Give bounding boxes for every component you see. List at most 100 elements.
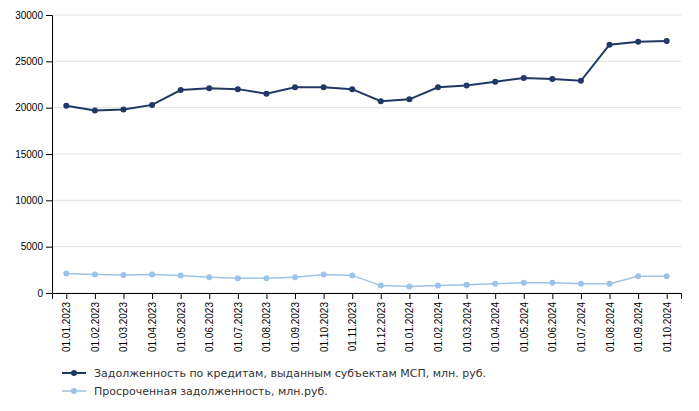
point xyxy=(263,275,269,281)
y-tick: 20000 xyxy=(15,102,52,113)
point xyxy=(178,87,184,93)
y-tick-label: 20000 xyxy=(15,102,43,113)
x-tick-label: 01.08.2024 xyxy=(605,302,616,352)
point xyxy=(206,85,212,91)
x-tick: 01.12.2023 xyxy=(376,293,387,352)
marks xyxy=(63,38,669,290)
x-tick: 01.09.2023 xyxy=(290,293,301,352)
x-tick: 01.03.2024 xyxy=(462,293,473,352)
series-points xyxy=(63,38,669,114)
legend-marker xyxy=(71,388,77,394)
x-tick-mark xyxy=(381,293,382,299)
point xyxy=(292,274,298,280)
grid-line xyxy=(52,107,681,108)
legend: Задолженность по кредитам, выданным субъ… xyxy=(62,367,486,398)
x-tick-label: 01.01.2024 xyxy=(404,302,415,352)
point xyxy=(435,283,441,289)
x-tick-mark xyxy=(495,293,496,299)
y-tick: 0 xyxy=(37,288,52,299)
point xyxy=(607,281,613,287)
y-tick: 15000 xyxy=(15,149,52,160)
x-tick: 01.08.2023 xyxy=(261,293,272,352)
point xyxy=(578,281,584,287)
x-tick-label: 01.02.2024 xyxy=(433,302,444,352)
x-tick-label: 01.10.2023 xyxy=(319,302,330,352)
x-tick-mark xyxy=(638,293,639,299)
grid-line xyxy=(52,246,681,247)
series-points xyxy=(63,271,669,290)
point xyxy=(63,271,69,277)
x-tick: 01.04.2024 xyxy=(490,293,501,352)
plot: 05000100001500020000250003000001.01.2023… xyxy=(15,10,681,398)
point xyxy=(664,38,670,44)
grid-line xyxy=(52,15,681,16)
x-tick-mark xyxy=(324,293,325,299)
grid-line xyxy=(52,154,681,155)
point xyxy=(664,273,670,279)
point xyxy=(578,78,584,84)
x-tick-mark xyxy=(552,293,553,299)
legend-label: Задолженность по кредитам, выданным субъ… xyxy=(94,367,486,380)
y-tick-label: 30000 xyxy=(15,10,43,21)
x-tick-mark xyxy=(438,293,439,299)
x-tick: 01.07.2023 xyxy=(233,293,244,352)
point xyxy=(492,79,498,85)
y-tick: 25000 xyxy=(15,56,52,67)
point xyxy=(521,280,527,286)
x-tick: 01.05.2024 xyxy=(519,293,530,352)
x-tick: 01.04.2023 xyxy=(147,293,158,352)
point xyxy=(406,96,412,102)
point xyxy=(92,271,98,277)
y-tick-mark xyxy=(46,15,52,16)
x-tick-mark xyxy=(352,293,353,299)
y-tick-mark xyxy=(46,154,52,155)
point xyxy=(149,102,155,108)
y-axis: 050001000015000200002500030000 xyxy=(15,10,52,299)
x-tick-label: 01.03.2023 xyxy=(118,302,129,352)
x-tick: 01.05.2023 xyxy=(176,293,187,352)
x-tick-mark xyxy=(152,293,153,299)
x-axis-line xyxy=(53,294,682,300)
point xyxy=(349,272,355,278)
legend-marker xyxy=(71,370,77,376)
x-tick-label: 01.02.2023 xyxy=(90,302,101,352)
x-tick: 01.08.2024 xyxy=(605,293,616,352)
point xyxy=(63,103,69,109)
x-tick-label: 01.10.2024 xyxy=(662,302,673,352)
series-line xyxy=(66,274,666,287)
point xyxy=(549,76,555,82)
point xyxy=(635,273,641,279)
point xyxy=(206,274,212,280)
x-tick-mark xyxy=(238,293,239,299)
point xyxy=(120,272,126,278)
y-tick-mark xyxy=(46,108,52,109)
x-tick-mark xyxy=(266,293,267,299)
x-tick: 01.10.2024 xyxy=(662,293,673,352)
x-tick: 01.03.2023 xyxy=(118,293,129,352)
x-tick: 01.06.2024 xyxy=(547,293,558,352)
legend-item: Просроченная задолженность, млн.руб. xyxy=(62,385,328,398)
y-tick-label: 5000 xyxy=(21,241,44,252)
x-tick-mark xyxy=(66,293,67,299)
x-tick: 01.02.2023 xyxy=(90,293,101,352)
y-tick: 30000 xyxy=(15,10,52,21)
x-tick: 01.02.2024 xyxy=(433,293,444,352)
x-tick-label: 01.09.2024 xyxy=(633,302,644,352)
x-tick-label: 01.05.2024 xyxy=(519,302,530,352)
chart: 05000100001500020000250003000001.01.2023… xyxy=(0,0,699,411)
x-tick-label: 01.03.2024 xyxy=(462,302,473,352)
x-tick-label: 01.07.2024 xyxy=(576,302,587,352)
x-tick-mark xyxy=(295,293,296,299)
point xyxy=(549,280,555,286)
point xyxy=(378,283,384,289)
point xyxy=(378,98,384,104)
x-tick-label: 01.09.2023 xyxy=(290,302,301,352)
x-tick-label: 01.06.2024 xyxy=(547,302,558,352)
point xyxy=(235,275,241,281)
grid xyxy=(52,15,681,293)
point xyxy=(492,281,498,287)
y-tick: 5000 xyxy=(21,241,52,252)
x-tick-label: 01.07.2023 xyxy=(233,302,244,352)
x-tick: 01.07.2024 xyxy=(576,293,587,352)
x-tick-mark xyxy=(467,293,468,299)
